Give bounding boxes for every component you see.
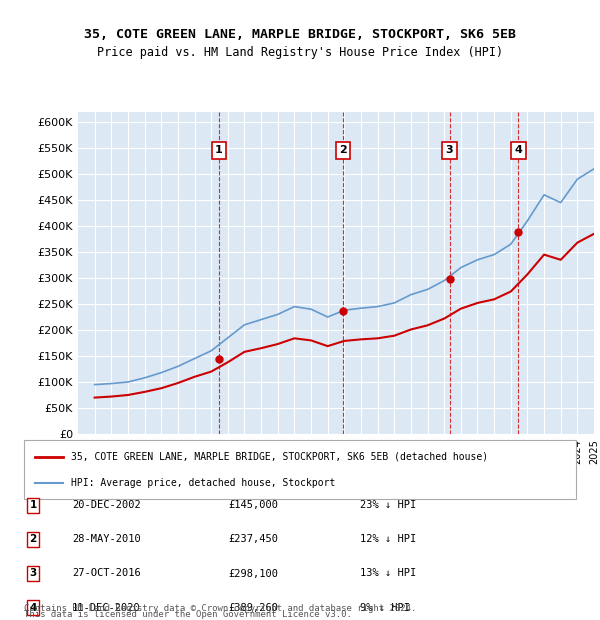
Text: 12% ↓ HPI: 12% ↓ HPI <box>360 534 416 544</box>
Text: 27-OCT-2016: 27-OCT-2016 <box>72 569 141 578</box>
Text: 2: 2 <box>339 145 347 155</box>
Text: 20-DEC-2002: 20-DEC-2002 <box>72 500 141 510</box>
Text: Price paid vs. HM Land Registry's House Price Index (HPI): Price paid vs. HM Land Registry's House … <box>97 46 503 59</box>
Text: This data is licensed under the Open Government Licence v3.0.: This data is licensed under the Open Gov… <box>24 610 352 619</box>
Text: £237,450: £237,450 <box>228 534 278 544</box>
Text: £145,000: £145,000 <box>228 500 278 510</box>
Text: 9% ↓ HPI: 9% ↓ HPI <box>360 603 410 613</box>
Text: 28-MAY-2010: 28-MAY-2010 <box>72 534 141 544</box>
Text: HPI: Average price, detached house, Stockport: HPI: Average price, detached house, Stoc… <box>71 477 335 487</box>
Text: 3: 3 <box>446 145 454 155</box>
Text: 2: 2 <box>29 534 37 544</box>
Text: 23% ↓ HPI: 23% ↓ HPI <box>360 500 416 510</box>
Text: 1: 1 <box>215 145 223 155</box>
FancyBboxPatch shape <box>24 440 576 499</box>
Text: 13% ↓ HPI: 13% ↓ HPI <box>360 569 416 578</box>
Text: 35, COTE GREEN LANE, MARPLE BRIDGE, STOCKPORT, SK6 5EB: 35, COTE GREEN LANE, MARPLE BRIDGE, STOC… <box>84 28 516 40</box>
Text: 3: 3 <box>29 569 37 578</box>
Text: £298,100: £298,100 <box>228 569 278 578</box>
Text: £389,260: £389,260 <box>228 603 278 613</box>
Text: 4: 4 <box>29 603 37 613</box>
Text: 35, COTE GREEN LANE, MARPLE BRIDGE, STOCKPORT, SK6 5EB (detached house): 35, COTE GREEN LANE, MARPLE BRIDGE, STOC… <box>71 452 488 462</box>
Text: 4: 4 <box>514 145 522 155</box>
Text: 11-DEC-2020: 11-DEC-2020 <box>72 603 141 613</box>
Text: 1: 1 <box>29 500 37 510</box>
Text: Contains HM Land Registry data © Crown copyright and database right 2024.: Contains HM Land Registry data © Crown c… <box>24 603 416 613</box>
